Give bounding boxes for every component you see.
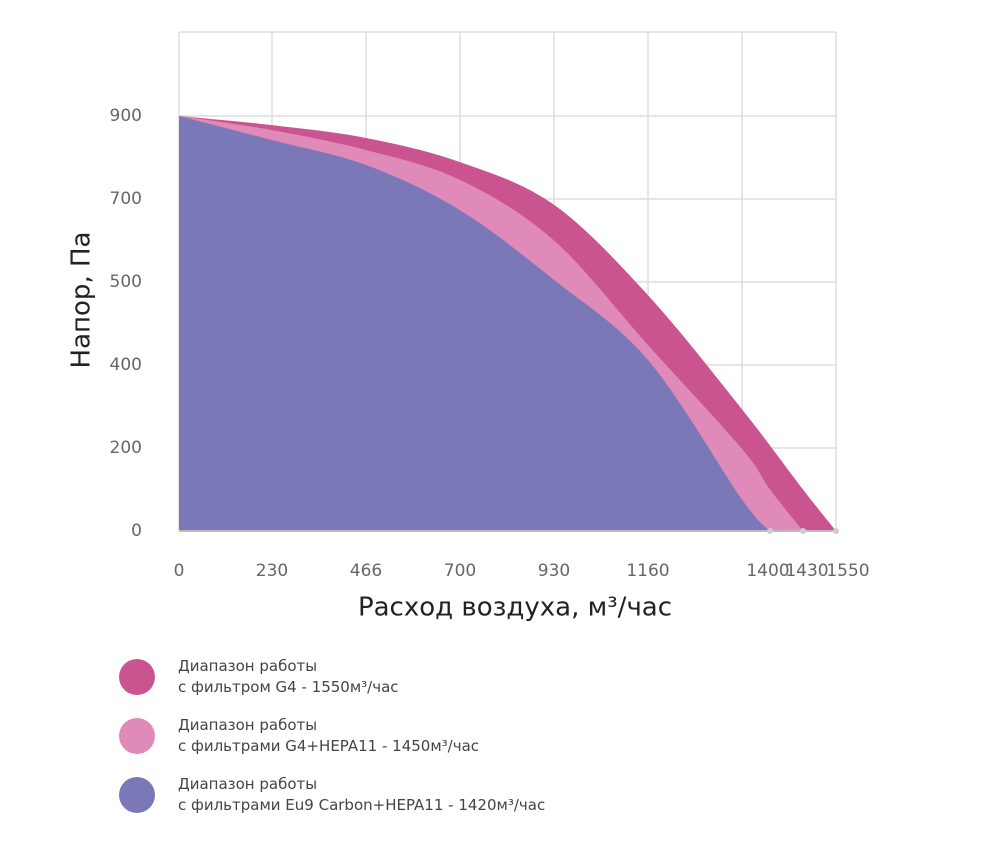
y-tick-label: 200 xyxy=(110,438,142,458)
x-tick-label: 1400 xyxy=(746,561,789,581)
x-tick-label: 700 xyxy=(444,561,476,581)
y-tick-label: 700 xyxy=(110,189,142,209)
plot-area xyxy=(178,31,837,532)
area xyxy=(179,116,770,531)
x-tick-label: 1160 xyxy=(626,561,669,581)
x-tick-label: 930 xyxy=(538,561,570,581)
x-tick-label: 1430 xyxy=(785,561,828,581)
x-tick-label: 230 xyxy=(256,561,288,581)
x-tick-dot xyxy=(767,528,773,534)
x-tick-label: 0 xyxy=(174,561,185,581)
legend-label: Диапазон работы с фильтрами G4+HEPA11 - 1… xyxy=(178,716,479,755)
legend-swatch xyxy=(119,659,155,695)
y-tick-label: 900 xyxy=(110,106,142,126)
legend-swatch xyxy=(119,777,155,813)
y-tick-label: 0 xyxy=(131,521,142,541)
y-axis-title: Напор, Па xyxy=(67,232,97,369)
legend-swatch xyxy=(119,718,155,754)
x-tick-label: 466 xyxy=(350,561,382,581)
x-axis-title: Расход воздуха, м³/час xyxy=(358,593,672,623)
x-tick-dot xyxy=(833,528,839,534)
x-tick-label: 1550 xyxy=(826,561,869,581)
legend-label: Диапазон работы с фильтрами Eu9 Carbon+HE… xyxy=(178,775,545,814)
y-tick-label: 400 xyxy=(110,355,142,375)
y-tick-label: 500 xyxy=(110,272,142,292)
legend-label: Диапазон работы с фильтром G4 - 1550м³/ча… xyxy=(178,657,399,696)
x-tick-dot xyxy=(800,528,806,534)
